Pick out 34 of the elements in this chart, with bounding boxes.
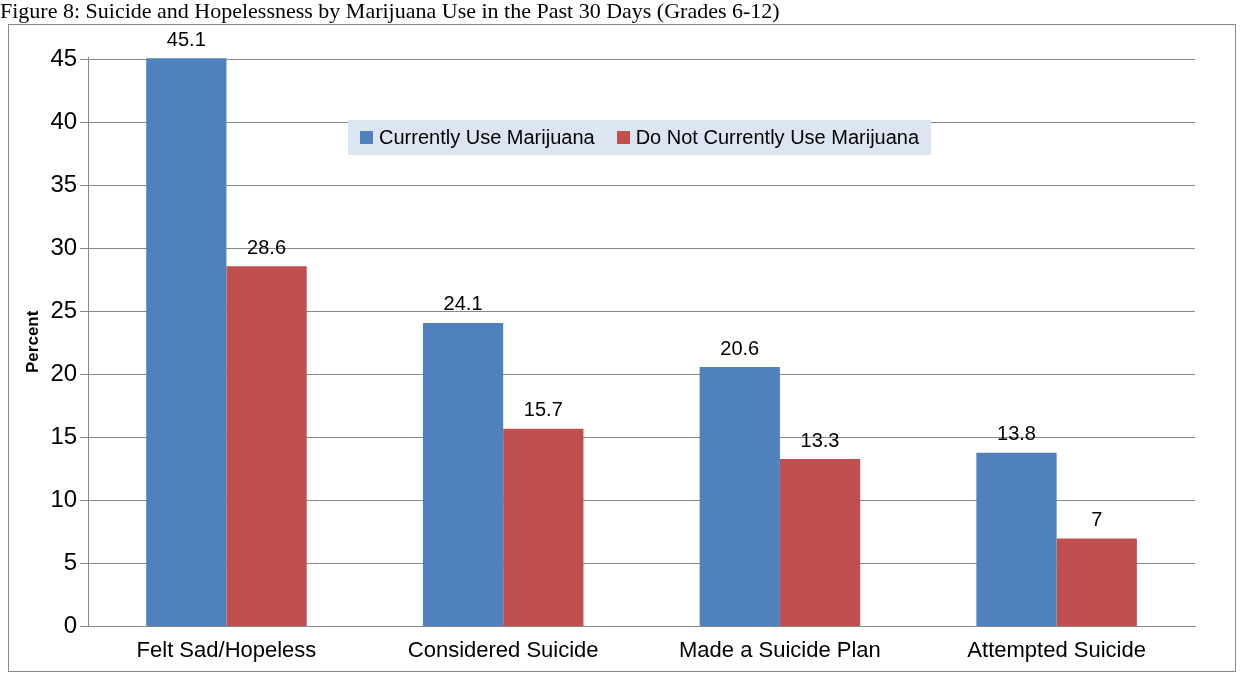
data-label: 45.1 [166,27,206,50]
x-tick-label: Felt Sad/Hopeless [136,636,317,662]
data-label: 15.7 [523,398,563,421]
legend-label: Currently Use Marijuana [378,126,595,149]
y-tick-label: 45 [50,44,78,72]
x-tick-label: Considered Suicide [407,636,599,662]
data-label: 13.8 [997,422,1036,445]
bar [779,459,861,627]
bar [1056,538,1137,627]
y-tick-label: 5 [63,548,78,576]
data-label: 20.6 [720,336,760,359]
y-tick-label: 10 [50,485,78,513]
bar [422,322,504,627]
y-tick-label: 30 [50,233,78,261]
bar [976,452,1057,627]
y-tick-label: 15 [50,422,78,450]
bar [699,367,780,627]
y-tick-label: 35 [50,170,78,198]
data-label: 7 [1091,507,1103,530]
data-label: 13.3 [800,428,840,451]
legend-label: Do Not Currently Use Marijuana [634,126,920,149]
bar [146,58,227,627]
bar [226,266,307,627]
y-tick-label: 0 [63,611,78,639]
y-tick-label: 20 [50,359,78,387]
bar [503,428,584,627]
chart-title: Figure 8: Suicide and Hopelessness by Marijuana Use in the Past 30 Days (Grades 6-12) [0,0,781,24]
data-label: 28.6 [247,235,287,258]
y-tick-label: 25 [50,296,78,324]
y-axis-title: Percent [22,310,42,373]
data-label: 24.1 [443,292,483,315]
y-tick-label: 40 [50,107,78,135]
x-tick-label: Made a Suicide Plan [679,636,881,662]
x-tick-label: Attempted Suicide [967,636,1146,662]
